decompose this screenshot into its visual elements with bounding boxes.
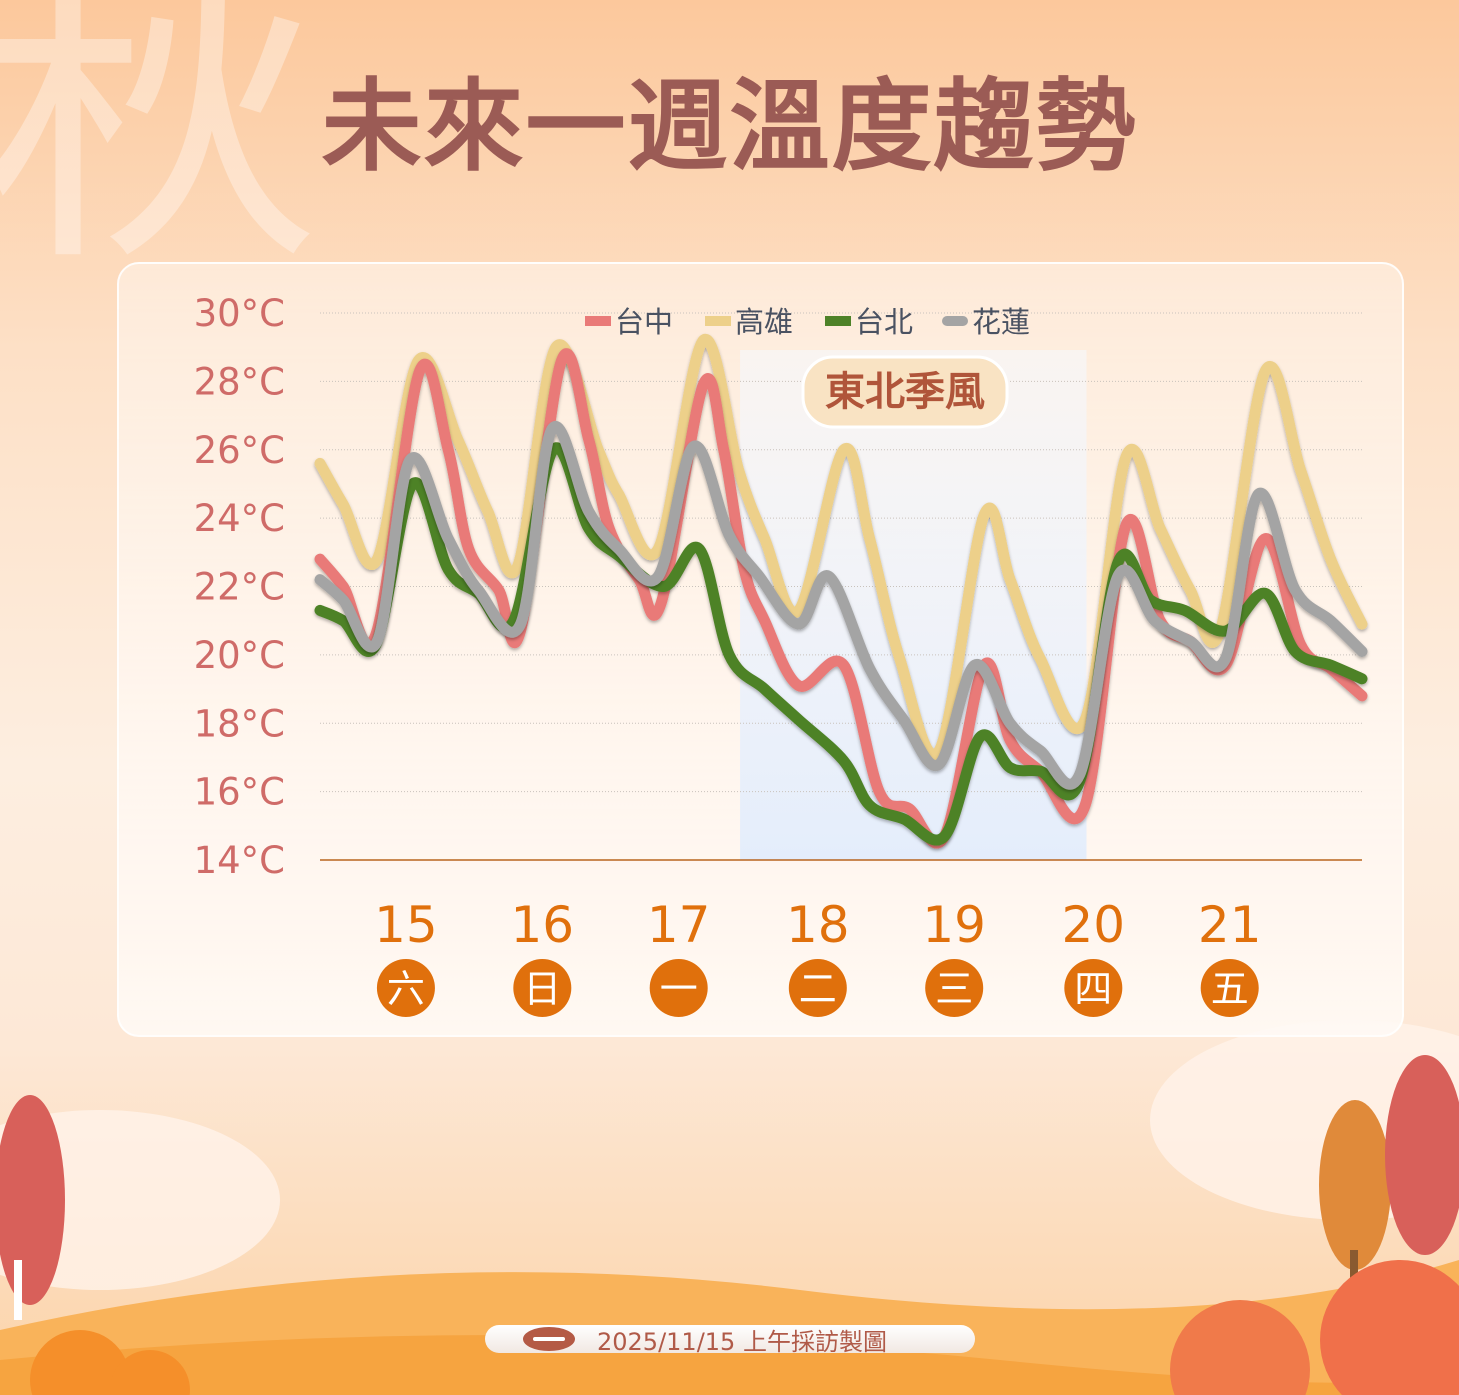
- weekday-badge: [788, 959, 847, 1017]
- legend-label-taichung: 台中: [615, 305, 673, 339]
- y-tick-label: 24°C: [194, 497, 285, 540]
- legend-label-hualien: 花蓮: [972, 305, 1030, 339]
- tree-right-icon: [1319, 1055, 1459, 1295]
- legend-swatch-hualien: [942, 316, 968, 326]
- legend-swatch-kaohsiung: [705, 316, 731, 326]
- footer-stamp: 2025/11/15 上午採訪製圖: [485, 1325, 975, 1356]
- y-tick-label: 20°C: [194, 634, 285, 677]
- x-tick-weekday: 四: [1074, 967, 1112, 1011]
- legend-label-taipei: 台北: [855, 305, 913, 339]
- weekday-badge: [513, 959, 572, 1017]
- x-tick-weekday: 二: [799, 967, 837, 1011]
- y-tick-label: 30°C: [194, 292, 285, 335]
- cwa-logo-icon: [523, 1327, 575, 1351]
- x-tick-date: 21: [1198, 896, 1262, 954]
- y-tick-label: 14°C: [194, 839, 285, 882]
- monsoon-label: 東北季風: [825, 369, 985, 415]
- weekday-badge: [1200, 959, 1259, 1017]
- watermark-autumn: 秋: [0, 0, 320, 308]
- x-tick-date: 15: [374, 896, 438, 954]
- x-tick-date: 16: [510, 896, 574, 954]
- y-tick-label: 28°C: [194, 360, 285, 403]
- x-tick-weekday: 六: [387, 967, 425, 1011]
- y-tick-label: 22°C: [194, 566, 285, 609]
- x-tick-date: 19: [922, 896, 986, 954]
- weekday-badge: [376, 959, 435, 1017]
- y-tick-label: 18°C: [194, 702, 285, 745]
- series-line-hualien: [314, 421, 1368, 790]
- y-tick-label: 26°C: [194, 429, 285, 472]
- x-tick-date: 18: [786, 896, 850, 954]
- weekday-badge: [925, 959, 984, 1017]
- x-tick-weekday: 一: [660, 967, 698, 1011]
- x-tick-weekday: 五: [1211, 967, 1249, 1011]
- weekday-badge: [1064, 959, 1123, 1017]
- legend-swatch-taichung: [585, 316, 611, 326]
- page-title: 未來一週溫度趨勢: [321, 68, 1138, 185]
- legend-label-kaohsiung: 高雄: [735, 305, 793, 339]
- weekday-badge: [649, 959, 708, 1017]
- x-tick-weekday: 三: [935, 967, 973, 1011]
- x-tick-date: 20: [1062, 896, 1126, 954]
- series-line-kaohsiung: [314, 333, 1368, 761]
- x-tick-date: 17: [647, 896, 711, 954]
- tree-left-icon: [0, 1095, 65, 1320]
- monsoon-label-bg: [801, 355, 1009, 429]
- footer-text: 2025/11/15 上午採訪製圖: [597, 1327, 887, 1356]
- legend-swatch-taipei: [825, 316, 851, 326]
- x-tick-weekday: 日: [523, 967, 561, 1011]
- y-tick-label: 16°C: [194, 771, 285, 814]
